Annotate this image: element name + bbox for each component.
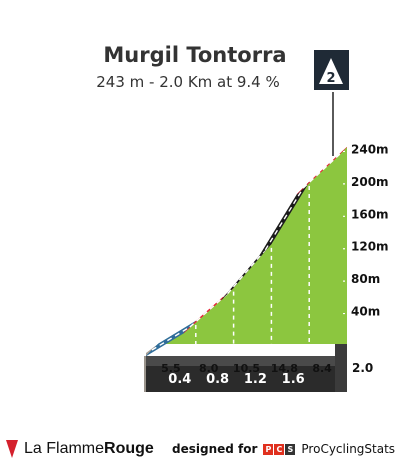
brand-suffix: Rouge xyxy=(104,440,154,457)
category-badge: 2 xyxy=(314,50,349,156)
flame-icon xyxy=(6,440,18,458)
chart-title: Murgil Tontorra xyxy=(103,43,286,67)
y-tick-label: 40m xyxy=(351,305,380,319)
pcs-logo-letter: C xyxy=(274,443,285,455)
y-tick-label: 120m xyxy=(351,240,389,254)
profile-layer xyxy=(144,147,347,392)
segment-km-label: 0.8 xyxy=(206,372,229,387)
y-tick-label: 200m xyxy=(351,175,389,189)
brand: La FlammeRouge xyxy=(6,440,154,458)
brand-prefix: La Flamme xyxy=(24,440,105,457)
segment-gradient-label: 10.5 xyxy=(233,362,260,375)
segment-gradient-label: 14.8 xyxy=(271,362,298,375)
road-centerline xyxy=(151,326,191,351)
pcs-logo-letter: P xyxy=(263,443,274,455)
y-tick-label: 80m xyxy=(351,272,380,286)
profile-area xyxy=(158,147,347,344)
pcs-logo-icon: P C S xyxy=(263,443,296,455)
footer: La FlammeRouge designed for P C S ProCyc… xyxy=(0,436,405,464)
credit-label: designed for xyxy=(172,442,258,456)
pcs-logo-letter: S xyxy=(285,443,296,455)
segment-km-label: 1.2 xyxy=(244,372,267,387)
segment-labels: 5.50.4 8.00.8 10.51.2 14.81.6 8.4 xyxy=(161,362,332,387)
brand-name: La FlammeRouge xyxy=(24,440,154,458)
profile-base-side xyxy=(335,344,347,392)
profile-base-upper xyxy=(146,344,347,366)
category-number: 2 xyxy=(326,71,335,86)
credit: designed for P C S ProCyclingStats xyxy=(172,442,395,456)
y-axis-ticks: 40m 80m 120m 160m 200m 240m xyxy=(351,142,389,318)
credit-site: ProCyclingStats xyxy=(301,442,396,456)
mountain-icon xyxy=(319,58,343,84)
y-tick-label: 240m xyxy=(351,142,389,156)
profile-base-lower xyxy=(146,366,335,392)
road-layer xyxy=(145,146,348,357)
segment-gradient-label: 8.0 xyxy=(199,362,219,375)
grid-layer xyxy=(195,150,349,344)
chart-subtitle: 243 m - 2.0 Km at 9.4 % xyxy=(96,73,280,91)
segment-gradient-label: 8.4 xyxy=(312,362,332,375)
profile-left-face xyxy=(144,356,146,392)
climb-profile-chart: Murgil Tontorra 243 m - 2.0 Km at 9.4 % … xyxy=(96,43,389,392)
road-centerline xyxy=(264,187,304,251)
segment-gradient-label: 5.5 xyxy=(161,362,181,375)
x-axis-end-label: 2.0 xyxy=(352,361,373,375)
y-tick-label: 160m xyxy=(351,207,389,221)
segment-km-label: 1.6 xyxy=(282,372,305,387)
segment-km-label: 0.4 xyxy=(168,372,191,387)
road-centerline xyxy=(227,249,266,295)
